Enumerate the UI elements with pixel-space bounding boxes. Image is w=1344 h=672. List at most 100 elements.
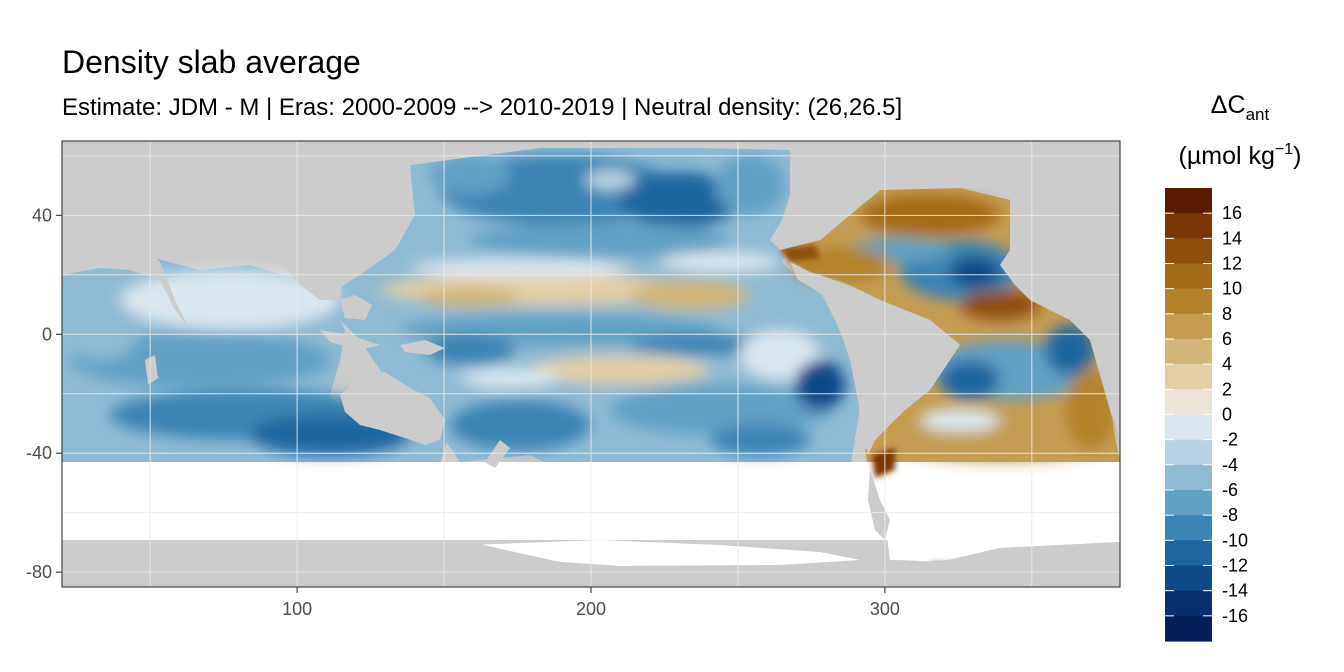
patch-stb-4 — [410, 258, 630, 278]
legend-swatch — [1165, 515, 1212, 541]
patch-ta-3 — [1045, 325, 1095, 375]
legend-units: (µmol kg−1) — [1179, 141, 1302, 170]
patch-eq-5 — [460, 368, 560, 388]
legend-labels: 16 14 12 10 8 6 4 2 0 -2 -4 -6 -8 -10 -12 -14 -16 — [1222, 203, 1248, 626]
legend-label: 12 — [1222, 254, 1242, 274]
new-guinea — [400, 340, 445, 355]
patch-stb-2 — [630, 280, 750, 310]
legend-label: 16 — [1222, 203, 1242, 223]
legend-label: 4 — [1222, 354, 1232, 374]
australia — [340, 372, 445, 445]
ross-sea — [470, 540, 860, 566]
patch-eq-3 — [630, 335, 770, 355]
legend: ΔCant (µmol kg−1) 16 14 12 10 8 6 4 2 0 -2 -4 -6 -8 -… — [1165, 91, 1301, 642]
legend-swatch — [1165, 490, 1212, 516]
value-patches — [62, 155, 1115, 462]
patch-gulfstream — [780, 245, 820, 262]
patch-na-6 — [960, 290, 1040, 320]
legend-swatch — [1165, 238, 1212, 265]
legend-label: -2 — [1222, 430, 1238, 450]
patch-stb-5 — [660, 252, 780, 272]
eurasia-north — [62, 141, 1120, 262]
x-tick-label: 200 — [576, 599, 606, 619]
x-axis: 100 200 300 — [282, 587, 900, 619]
patch-np-5 — [715, 155, 785, 215]
gridlines — [62, 141, 1120, 587]
legend-swatch — [1165, 339, 1212, 365]
patch-np-4 — [470, 222, 730, 258]
legend-swatch — [1165, 414, 1212, 441]
patch-sp-4 — [710, 425, 810, 455]
x-tick-label: 100 — [282, 599, 312, 619]
y-tick-label: -80 — [26, 562, 52, 582]
north-america — [770, 150, 1010, 250]
new-zealand — [485, 440, 510, 468]
legend-title-main: ΔC — [1211, 91, 1246, 119]
legend-label: -4 — [1222, 455, 1238, 475]
legend-label: 6 — [1222, 329, 1232, 349]
legend-label: -10 — [1222, 530, 1248, 550]
legend-units-sup: −1 — [1275, 141, 1293, 158]
legend-swatch — [1165, 565, 1212, 592]
legend-swatch — [1165, 389, 1212, 416]
legend-colorbar — [1165, 188, 1212, 642]
y-tick-label: 0 — [42, 324, 52, 344]
y-tick-label: 40 — [32, 205, 52, 225]
legend-swatch — [1165, 439, 1212, 466]
legend-label: -6 — [1222, 480, 1238, 500]
y-tick-label: -40 — [26, 443, 52, 463]
maritime-islands — [340, 295, 372, 320]
patch-na-3 — [950, 257, 1000, 287]
chart-subtitle: Estimate: JDM - M | Eras: 2000-2009 --> … — [62, 94, 903, 121]
x-tick-label: 300 — [870, 599, 900, 619]
legend-label: -12 — [1222, 556, 1248, 576]
africa — [1000, 240, 1120, 440]
legend-label: -8 — [1222, 505, 1238, 525]
legend-swatch — [1165, 288, 1212, 315]
madagascar — [145, 355, 158, 385]
legend-label: 0 — [1222, 405, 1232, 425]
patch-eq-6 — [740, 330, 820, 380]
patch-eq-2 — [425, 335, 515, 365]
legend-swatch — [1165, 615, 1212, 642]
legend-swatch — [1165, 590, 1212, 617]
patch-io-5 — [62, 300, 140, 360]
weddell-sea — [885, 520, 1120, 562]
patch-io-2 — [70, 332, 330, 388]
legend-label: -16 — [1222, 606, 1248, 626]
legend-label: -14 — [1222, 581, 1248, 601]
legend-title-sub: ant — [1246, 105, 1270, 124]
legend-swatch — [1165, 464, 1212, 491]
patch-sp-2 — [795, 360, 845, 410]
patch-sp-3 — [450, 400, 590, 450]
legend-swatch — [1165, 364, 1212, 390]
legend-units-pre: (µmol kg — [1179, 142, 1275, 170]
indonesia — [320, 330, 380, 350]
patch-bmc — [872, 448, 895, 478]
patch-np-2 — [620, 172, 740, 228]
legend-swatch — [1165, 213, 1212, 239]
legend-label: 2 — [1222, 379, 1232, 399]
legend-label: 8 — [1222, 304, 1232, 324]
patch-np-3 — [430, 155, 510, 195]
y-axis: 40 0 -40 -80 — [26, 205, 62, 582]
patch-io-1 — [120, 270, 340, 330]
patch-sa-3 — [920, 408, 1000, 432]
south-america — [840, 300, 960, 455]
legend-swatch — [1165, 188, 1212, 214]
legend-swatch — [1165, 313, 1212, 340]
patch-np-6 — [585, 170, 635, 190]
patch-stb-3 — [420, 287, 520, 307]
legend-swatch — [1165, 540, 1212, 567]
indochina — [280, 258, 345, 300]
legend-label: 10 — [1222, 279, 1242, 299]
patch-ta-2 — [940, 360, 1000, 400]
chart-title: Density slab average — [62, 44, 361, 80]
patch-eq-4 — [530, 355, 710, 385]
legend-title: ΔCant — [1211, 91, 1270, 124]
legend-label: 14 — [1222, 228, 1242, 248]
legend-swatch — [1165, 263, 1212, 290]
japan-archipelago — [380, 185, 410, 230]
asia-south — [62, 252, 190, 330]
